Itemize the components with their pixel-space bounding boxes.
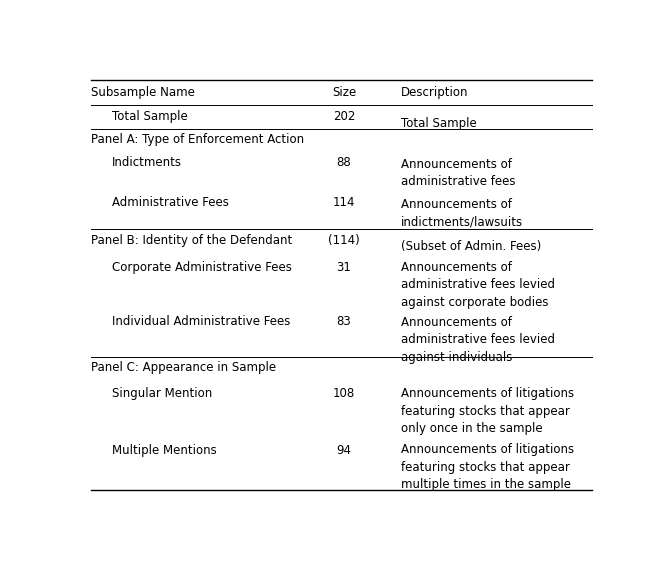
- Text: Announcements of
administrative fees levied
against individuals: Announcements of administrative fees lev…: [401, 316, 555, 363]
- Text: Panel C: Appearance in Sample: Panel C: Appearance in Sample: [91, 361, 276, 374]
- Text: 108: 108: [333, 388, 355, 400]
- Text: Total Sample: Total Sample: [401, 117, 476, 130]
- Text: Corporate Administrative Fees: Corporate Administrative Fees: [112, 261, 292, 274]
- Text: 88: 88: [336, 156, 351, 169]
- Text: Subsample Name: Subsample Name: [91, 86, 195, 99]
- Text: Announcements of
indictments/lawsuits: Announcements of indictments/lawsuits: [401, 198, 523, 228]
- Text: (114): (114): [328, 234, 360, 247]
- Text: Announcements of
administrative fees levied
against corporate bodies: Announcements of administrative fees lev…: [401, 261, 555, 309]
- Text: Size: Size: [332, 86, 356, 99]
- Text: (Subset of Admin. Fees): (Subset of Admin. Fees): [401, 240, 541, 253]
- Text: Announcements of
administrative fees: Announcements of administrative fees: [401, 158, 515, 188]
- Text: Description: Description: [401, 86, 468, 99]
- Text: 202: 202: [333, 110, 355, 123]
- Text: 94: 94: [336, 444, 352, 457]
- Text: Singular Mention: Singular Mention: [112, 388, 212, 400]
- Text: Panel A: Type of Enforcement Action: Panel A: Type of Enforcement Action: [91, 133, 304, 146]
- Text: 83: 83: [336, 315, 351, 328]
- Text: Announcements of litigations
featuring stocks that appear
only once in the sampl: Announcements of litigations featuring s…: [401, 387, 574, 435]
- Text: Panel B: Identity of the Defendant: Panel B: Identity of the Defendant: [91, 234, 292, 247]
- Text: 31: 31: [336, 261, 352, 274]
- Text: Total Sample: Total Sample: [112, 110, 187, 123]
- Text: Announcements of litigations
featuring stocks that appear
multiple times in the : Announcements of litigations featuring s…: [401, 443, 574, 491]
- Text: Individual Administrative Fees: Individual Administrative Fees: [112, 315, 290, 328]
- Text: Administrative Fees: Administrative Fees: [112, 195, 228, 209]
- Text: Indictments: Indictments: [112, 156, 182, 169]
- Text: 114: 114: [332, 195, 355, 209]
- Text: Multiple Mentions: Multiple Mentions: [112, 444, 216, 457]
